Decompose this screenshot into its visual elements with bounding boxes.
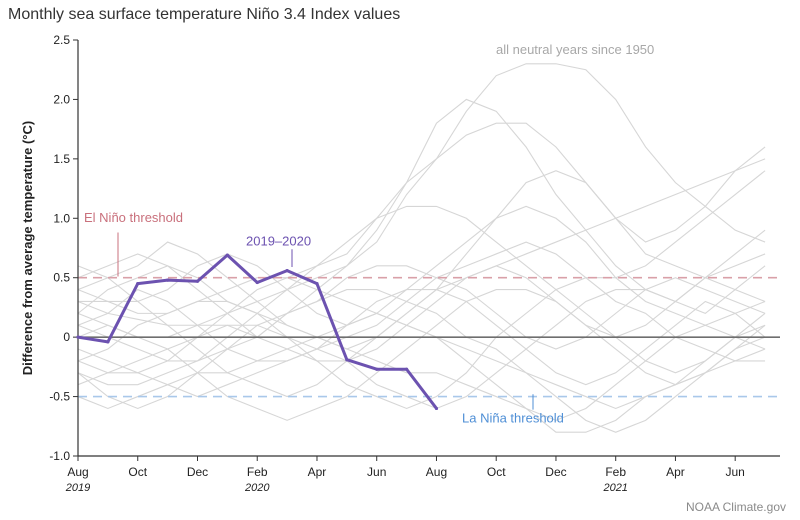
- neutral-year-line: [77, 98, 766, 362]
- neutral-years-lines: [77, 63, 766, 433]
- series-label-2019-2020: 2019–2020: [246, 234, 311, 249]
- neutral-year-line: [77, 241, 766, 398]
- x-tick-label: Feb: [247, 465, 268, 479]
- x-tick-label: Oct: [128, 465, 147, 479]
- x-tick-label: Apr: [666, 465, 685, 479]
- series-point: [136, 282, 140, 286]
- x-tick-label: Oct: [487, 465, 506, 479]
- neutral-year-line: [77, 205, 766, 350]
- el-nino-threshold-label: El Niño threshold: [84, 210, 183, 225]
- series-point: [225, 253, 229, 257]
- chart-title: Monthly sea surface temperature Niño 3.4…: [8, 6, 401, 23]
- series-point: [434, 406, 439, 411]
- series-point: [166, 278, 170, 282]
- y-tick-label: -1.0: [49, 449, 70, 463]
- y-tick-label: 1.0: [53, 211, 70, 225]
- x-year-label: 2020: [244, 482, 270, 494]
- neutral-year-line: [77, 265, 766, 350]
- x-tick-label: Aug: [67, 465, 88, 479]
- series-point: [76, 335, 80, 339]
- series-2019-2020: [76, 253, 439, 411]
- series-point: [106, 340, 110, 344]
- neutral-years-label: all neutral years since 1950: [496, 42, 654, 57]
- x-tick-label: Aug: [426, 465, 447, 479]
- x-tick-label: Dec: [545, 465, 566, 479]
- x-year-label: 2019: [65, 482, 90, 494]
- series-point: [345, 358, 349, 362]
- axes: 2.5 2.0 1.5 1.0 0.5 0 -0.5 -1.0 Aug Oct Dec Feb Apr J…: [20, 33, 780, 494]
- y-tick-label: 0.5: [53, 271, 70, 285]
- x-tick-label: Jun: [367, 465, 386, 479]
- y-tick-label: 1.5: [53, 152, 70, 166]
- neutral-year-line: [77, 122, 766, 374]
- neutral-year-line: [77, 205, 766, 386]
- neutral-year-line: [77, 288, 766, 386]
- series-point: [255, 280, 259, 285]
- y-axis-label: Difference from average temperature (°C): [20, 121, 35, 375]
- y-tick-label: 2.0: [53, 92, 70, 106]
- x-tick-label: Apr: [308, 465, 327, 479]
- x-tick-label: Jun: [726, 465, 745, 479]
- neutral-year-line: [77, 289, 766, 410]
- la-nina-threshold-label: La Niña threshold: [462, 411, 564, 426]
- series-point: [315, 282, 319, 286]
- y-tick-label: 0: [63, 330, 70, 344]
- neutral-year-line: [77, 158, 766, 398]
- y-tick-label: -0.5: [49, 390, 70, 404]
- x-tick-label: Feb: [605, 465, 626, 479]
- series-point: [195, 279, 200, 283]
- neutral-year-line: [77, 170, 766, 410]
- x-tick-label: Dec: [187, 465, 208, 479]
- annotations: all neutral years since 1950 2019–2020: [246, 42, 654, 268]
- neutral-year-line: [77, 63, 766, 326]
- series-point: [375, 367, 379, 371]
- series-point: [404, 367, 409, 371]
- neutral-year-line: [77, 289, 766, 421]
- x-year-label: 2021: [602, 482, 627, 494]
- credit-label: NOAA Climate.gov: [685, 500, 786, 514]
- y-tick-label: 2.5: [53, 33, 70, 47]
- neutral-year-line: [77, 265, 766, 421]
- neutral-year-line: [77, 229, 766, 362]
- series-point: [285, 268, 289, 273]
